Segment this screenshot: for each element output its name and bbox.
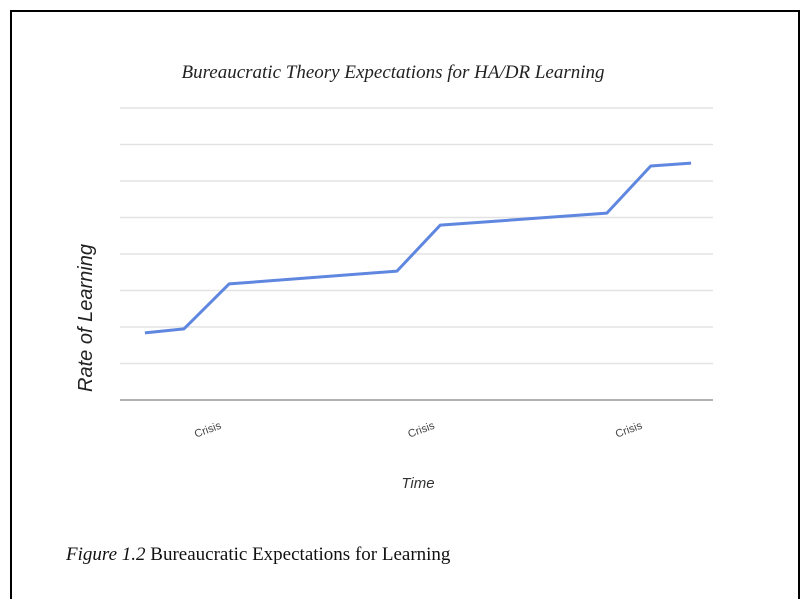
x-tick-label: Crisis: [193, 420, 223, 441]
caption: Figure 1.2 Bureaucratic Expectations for…: [65, 544, 451, 565]
x-tick-label: Crisis: [406, 420, 436, 441]
caption-text: Bureaucratic Expectations for Learning: [150, 544, 451, 565]
chart-title: Bureaucratic Theory Expectations for HA/…: [181, 62, 604, 83]
x-axis-label: Time: [401, 475, 434, 492]
plot: Crisis Crisis Crisis: [120, 107, 713, 441]
x-tick-label: Crisis: [614, 420, 644, 441]
data-line: [144, 161, 692, 335]
y-axis-label: Rate of Learning: [75, 244, 97, 392]
caption-label: Figure 1.2: [65, 544, 146, 565]
